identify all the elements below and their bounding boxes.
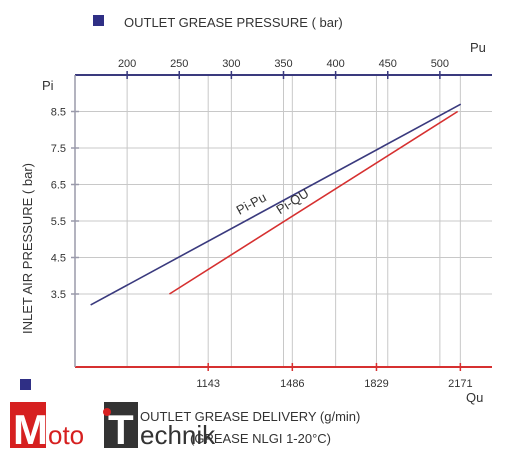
tick-labels: 200 250 300 350 400 450 500 1143 1486 1829 2171 3.5… — [51, 58, 473, 390]
top-axis-tick-label: 500 — [431, 58, 449, 70]
y-axis-tick-label: 3.5 — [51, 289, 66, 301]
svg-text:T: T — [108, 406, 134, 453]
series-label-pi-pu: Pi-Pu — [234, 189, 269, 217]
top-axis-tick-label: 300 — [222, 58, 240, 70]
top-axis-tick-label: 400 — [326, 58, 344, 70]
series-line-pi-pu — [90, 103, 462, 306]
svg-text:echnik: echnik — [140, 420, 216, 450]
mototechnik-logo: M oto T echnik — [10, 402, 216, 453]
top-axis-tick-label: 250 — [170, 58, 188, 70]
y-axis-tick-label: 7.5 — [51, 143, 66, 155]
bottom-axis-subtitle: (GREASE NLGI 1-20°C) — [190, 431, 331, 446]
top-axis-title: OUTLET GREASE PRESSURE ( bar) — [124, 15, 343, 30]
svg-text:oto: oto — [48, 420, 84, 450]
bottom-axis-legend-marker — [20, 379, 31, 390]
bottom-axis-tick-label: 1486 — [280, 378, 304, 390]
top-axis-tick-label: 450 — [379, 58, 397, 70]
y-axis-tick-label: 6.5 — [51, 180, 66, 192]
bottom-axis-symbol: Qu — [466, 390, 483, 405]
top-axis-symbol: Pu — [470, 40, 486, 55]
top-axis-legend-marker — [93, 15, 104, 26]
y-axis-tick-label: 8.5 — [51, 107, 66, 119]
bottom-axis-tick-label: 2171 — [448, 378, 472, 390]
y-axis-symbol: Pi — [42, 78, 54, 93]
bottom-axis-tick-label: 1143 — [196, 378, 220, 390]
axes — [71, 71, 492, 371]
series-line-pi-qu — [169, 110, 459, 295]
series: Pi-Pu Pi-QU — [90, 103, 462, 306]
y-axis-title: INLET AIR PRESSURE ( bar) — [20, 163, 35, 334]
top-axis-tick-label: 350 — [274, 58, 292, 70]
svg-text:M: M — [13, 406, 48, 453]
top-axis-tick-label: 200 — [118, 58, 136, 70]
bottom-axis-title: OUTLET GREASE DELIVERY (g/min) — [140, 409, 360, 424]
y-axis-tick-label: 5.5 — [51, 216, 66, 228]
y-axis-tick-label: 4.5 — [51, 253, 66, 265]
bottom-axis-tick-label: 1829 — [364, 378, 388, 390]
